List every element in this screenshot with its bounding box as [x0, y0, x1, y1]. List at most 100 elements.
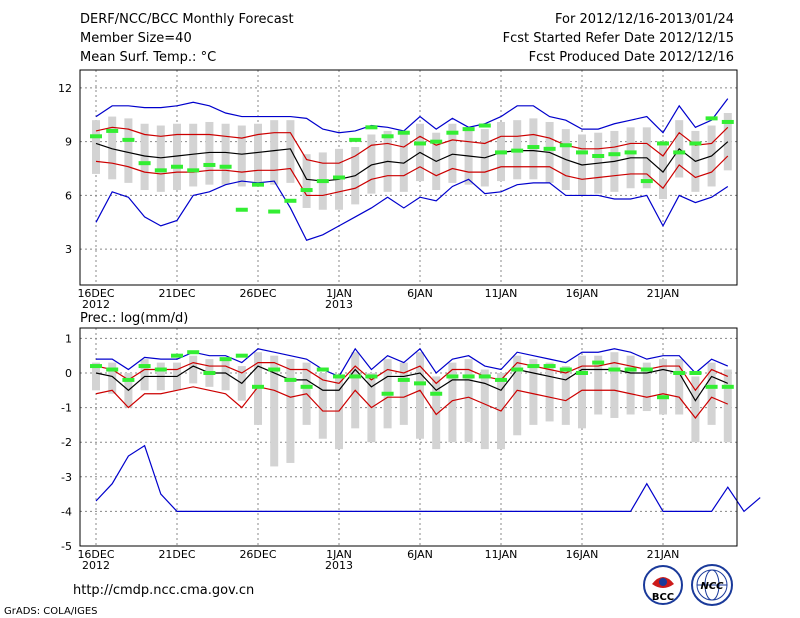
prec-observed-mark: [462, 374, 475, 379]
temp-spread-box: [270, 120, 279, 185]
temp-observed-mark: [235, 207, 248, 212]
prec-ytick-label: -5: [61, 540, 72, 553]
prec-observed-mark: [446, 374, 459, 379]
temp-observed-mark: [138, 161, 151, 166]
temp-observed-mark: [559, 143, 572, 148]
temp-xtick-label: 16DEC: [77, 287, 114, 300]
prec-observed-mark: [252, 384, 264, 389]
prec-observed-mark: [106, 367, 119, 372]
temp-ytick-label: 6: [65, 189, 72, 202]
prec-year-label: 2012: [82, 559, 110, 572]
prec-spread-box: [221, 359, 230, 391]
temp-observed-mark: [592, 154, 605, 158]
temp-panel-title: Mean Surf. Temp.: °C: [80, 50, 216, 65]
temp-spread-box: [140, 123, 149, 191]
prec-observed-mark: [300, 384, 313, 389]
prec-spread-box: [416, 352, 424, 439]
temp-spread-box: [173, 123, 181, 191]
prec-observed-mark: [397, 377, 410, 382]
prec-ytick-label: -4: [61, 505, 72, 518]
prec-spread-box: [594, 355, 603, 415]
prec-observed-mark: [284, 377, 297, 382]
started-date-label: Fcst Started Refer Date 2012/12/15: [503, 31, 734, 46]
temp-xtick-label: 21DEC: [158, 287, 195, 300]
temp-observed-mark: [478, 123, 491, 128]
temp-year-label: 2012: [82, 298, 110, 311]
temp-observed-mark: [333, 175, 345, 180]
temp-observed-mark: [640, 179, 653, 184]
temp-ytick-label: 12: [58, 82, 72, 95]
prec-observed-mark: [316, 367, 329, 372]
temp-observed-mark: [349, 137, 362, 142]
temp-xtick-label: 6JAN: [407, 287, 433, 300]
prec-spread-box: [723, 369, 732, 443]
prec-xtick-label: 21DEC: [158, 548, 195, 561]
prec-observed-mark: [187, 350, 200, 355]
temp-xtick-label: 11JAN: [485, 287, 518, 300]
precip-panel-title: Prec.: log(mm/d): [80, 311, 188, 326]
prec-spread-box: [561, 366, 570, 425]
temp-spread-box: [92, 120, 100, 174]
prec-spread-box: [675, 359, 684, 415]
prec-plot-frame: [79, 327, 738, 547]
precipitation-panel: -5 -4 -3 -2 -1 0 1 16DEC 21DEC 26DEC 1JAN 6JAN 11JAN…: [61, 327, 761, 572]
prec-spread-box: [140, 359, 149, 391]
temp-spread-box: [367, 134, 376, 194]
temp-observed-mark: [203, 162, 216, 167]
prec-spread-box: [399, 362, 408, 425]
temp-observed-mark: [365, 125, 378, 130]
prec-xtick-label: 26DEC: [239, 548, 276, 561]
prec-ytick-label: -3: [61, 471, 72, 484]
temp-observed-mark: [430, 139, 443, 144]
prec-observed-mark: [705, 384, 718, 389]
prec-xtick-label: 6JAN: [407, 548, 433, 561]
temp-spread-box: [448, 123, 457, 183]
temp-observed-mark: [171, 164, 183, 169]
temp-spread-box: [124, 118, 133, 183]
temp-observed-mark: [705, 116, 718, 121]
website-url[interactable]: http://cmdp.ncc.cma.gov.cn: [73, 583, 254, 598]
prec-spread-box: [270, 355, 279, 467]
forecast-period-label: For 2012/12/16-2013/01/24: [555, 12, 734, 27]
temp-observed-mark: [495, 150, 507, 155]
prec-observed-mark: [219, 357, 232, 362]
temp-observed-mark: [446, 130, 459, 135]
prec-observed-mark: [430, 391, 443, 396]
prec-spread-box: [707, 362, 716, 425]
prec-observed-mark: [559, 367, 572, 372]
bcc-logo-text: BCC: [652, 592, 674, 603]
prec-spread-box: [513, 355, 522, 436]
prec-observed-mark: [511, 367, 524, 372]
prec-observed-mark: [576, 370, 588, 375]
prec-xtick-label: 11JAN: [485, 548, 518, 561]
temp-spread-box: [286, 120, 295, 183]
temp-observed-mark: [462, 127, 475, 132]
temp-xtick-label: 26DEC: [239, 287, 276, 300]
prec-xtick-label: 16DEC: [77, 548, 114, 561]
prec-lower-spread-line: [95, 386, 729, 419]
prec-spread-box: [480, 369, 489, 450]
temp-upper-spread-line: [95, 126, 729, 164]
temp-spread-box: [237, 125, 246, 187]
temp-observed-mark: [252, 182, 264, 187]
temp-observed-mark: [106, 128, 119, 133]
prec-observed-mark: [640, 367, 653, 372]
prec-upper-spread-line: [95, 361, 729, 392]
prec-spread-box: [691, 376, 700, 443]
temp-year-label: 2013: [325, 298, 353, 311]
temp-spread-box: [189, 123, 198, 187]
prec-ensemble-mean-line: [95, 365, 729, 402]
prec-observed-mark: [624, 367, 637, 372]
temp-spread-box: [464, 129, 473, 185]
prec-observed-mark: [592, 360, 605, 365]
prec-xtick-label: 21JAN: [647, 548, 680, 561]
prec-observed-mark: [154, 367, 167, 372]
prec-spread-box: [432, 376, 441, 450]
prec-observed-mark: [608, 367, 621, 372]
prec-observed-mark: [381, 391, 394, 396]
temp-observed-mark: [527, 145, 540, 150]
prec-spread-box: [92, 362, 100, 391]
prec-observed-mark: [527, 364, 540, 369]
prec-observed-mark: [365, 374, 378, 379]
prec-spread-box: [189, 355, 198, 384]
